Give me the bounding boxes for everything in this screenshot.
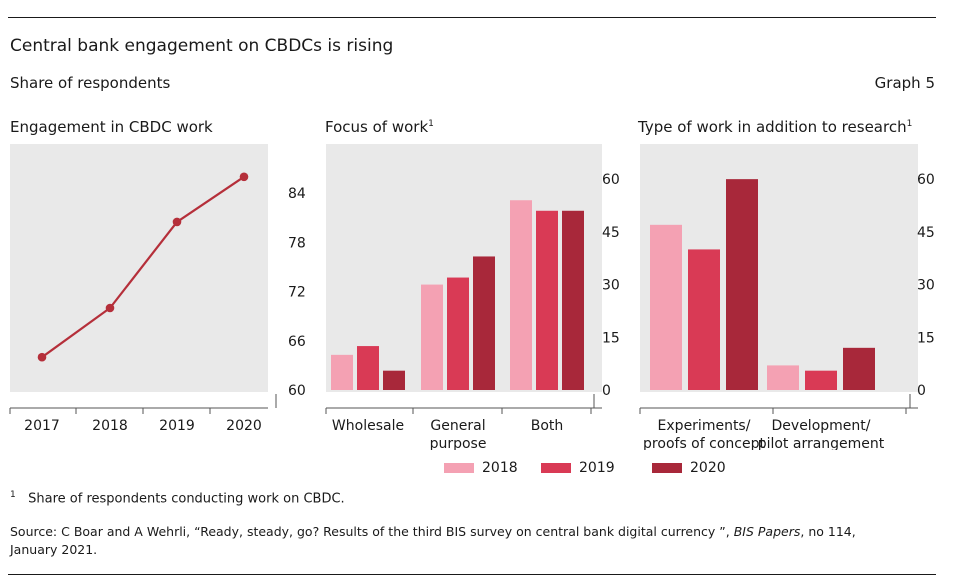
chart-subtitle: Share of respondents [10, 74, 171, 92]
x-tick-label: 2018 [92, 418, 128, 434]
x-category-label: Both [531, 418, 564, 434]
engagement-line-chart: 60 66 72 78 84 2017 2018 2019 2020 [9, 144, 305, 434]
legend-item-2020: 2020 [652, 458, 726, 478]
x-category-label: General [430, 418, 485, 434]
legend-swatch-2019 [541, 463, 571, 473]
y-tick-label: 15 [602, 330, 620, 346]
y-tick-label: 66 [288, 334, 305, 350]
chart-title: Central bank engagement on CBDCs is risi… [10, 36, 394, 56]
x-category-label: Wholesale [332, 418, 404, 434]
y-tick-label: 0 [917, 383, 926, 399]
legend-swatch-2020 [652, 463, 682, 473]
data-point-2017 [37, 352, 47, 362]
y-tick-label: 30 [602, 278, 620, 294]
type-bar-chart: 0 15 30 45 60 Experiments/proofs of concept De… [639, 144, 935, 450]
y-tick-label: 15 [917, 330, 935, 346]
bottom-rule [8, 574, 936, 575]
x-category-label: purpose [430, 436, 487, 450]
bar-2018-2 [421, 284, 443, 390]
y-tick-label: 45 [917, 225, 935, 241]
bar-2019-1 [688, 249, 720, 390]
y-tick-label: 0 [602, 383, 611, 399]
x-tick-label: 2020 [226, 418, 262, 434]
legend-swatch-2018 [444, 463, 474, 473]
bar-2020-2 [473, 256, 495, 390]
legend-item-2019: 2019 [541, 458, 615, 478]
panel-title-type: Type of work in addition to research1 [638, 118, 913, 136]
y-tick-label: 60 [917, 172, 935, 188]
source-line-1: Source: C Boar and A Wehrli, “Ready, ste… [10, 524, 856, 539]
x-tick-label: 2019 [159, 418, 195, 434]
bar-2019-2 [447, 277, 469, 390]
plot-background [10, 144, 268, 392]
data-point-2018 [105, 303, 115, 313]
y-tick-label: 84 [288, 186, 305, 202]
x-category-label: Development/ [772, 418, 871, 434]
y-tick-label: 78 [288, 235, 305, 251]
bar-2018-1 [650, 224, 682, 390]
bar-2020-2 [843, 347, 875, 390]
bar-2019-2 [805, 370, 837, 390]
y-tick-label: 60 [288, 383, 305, 399]
x-category-label: proofs of concept [643, 436, 765, 450]
top-rule [8, 17, 936, 18]
x-category-label: Experiments/ [658, 418, 751, 434]
bar-2019-1 [357, 346, 379, 390]
bar-2018-3 [510, 200, 532, 390]
y-tick-label: 45 [602, 225, 620, 241]
y-tick-label: 60 [602, 172, 620, 188]
bar-2019-3 [536, 210, 558, 390]
footnote: 1 Share of respondents conducting work o… [10, 490, 345, 507]
engagement-series-line [41, 175, 245, 359]
bar-2020-1 [726, 179, 758, 390]
x-category-label: pilot arrangement [758, 436, 885, 450]
focus-bar-chart: 0 15 30 45 60 Wholesale General purpose Both [325, 144, 620, 450]
data-point-2019 [172, 217, 182, 227]
panel-title-focus: Focus of work1 [325, 118, 434, 136]
x-tick-label: 2017 [24, 418, 60, 434]
bar-2020-1 [383, 370, 405, 390]
graph-number: Graph 5 [874, 74, 935, 92]
y-tick-label: 72 [288, 285, 305, 301]
panel-title-engagement: Engagement in CBDC work [10, 118, 213, 136]
bar-2018-1 [331, 354, 353, 390]
y-tick-label: 30 [917, 278, 935, 294]
bar-2020-3 [562, 210, 584, 390]
legend-item-2018: 2018 [444, 458, 518, 478]
data-point-2020 [239, 172, 249, 182]
bar-2018-2 [767, 365, 799, 390]
source-line-2: January 2021. [10, 542, 98, 557]
